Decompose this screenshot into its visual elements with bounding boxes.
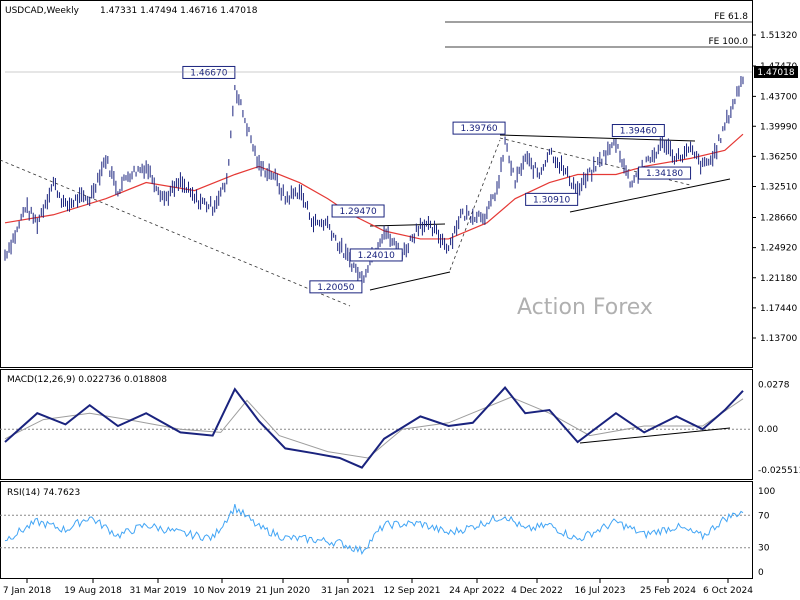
date-tick-label: 19 Aug 2018: [64, 586, 122, 596]
rsi-line: [4, 503, 744, 556]
price-label-text: 1.34180: [646, 169, 683, 179]
last-price-text: 1.47018: [757, 68, 794, 78]
price-label: 1.20050: [309, 280, 363, 294]
rsi-tick-label: 70: [758, 511, 770, 521]
trend-line-dashed-rally: [449, 139, 501, 271]
price-bars: [4, 76, 744, 284]
price-tick-label: 1.36250: [760, 152, 797, 162]
price-tick-label: 1.28660: [760, 214, 797, 224]
price-tick-label: 1.43700: [760, 92, 797, 102]
date-tick-label: 4 Dec 2022: [511, 586, 563, 596]
price-label-text: 1.30910: [533, 195, 570, 205]
price-tick-label: 1.24920: [760, 244, 797, 254]
fib-level-label: FE 61.8: [714, 12, 748, 22]
last-price-box: [754, 66, 798, 78]
fib-level-label: FE 100.0: [709, 37, 749, 47]
macd-panel: 0.0278 0.00 -0.025511: [0, 381, 800, 476]
macd-tick-label: -0.025511: [758, 466, 800, 476]
date-tick-label: 10 Nov 2019: [193, 586, 251, 596]
date-x-axis: 7 Jan 2018 19 Aug 2018 31 Mar 2019 10 Nov 2…: [3, 579, 753, 596]
rsi-panel-frame: [0, 481, 753, 579]
date-tick-label: 24 Apr 2022: [449, 586, 505, 596]
watermark-text: Action Forex: [517, 295, 653, 320]
macd-panel-frame: [0, 369, 753, 480]
macd-trend-line: [579, 427, 731, 444]
price-tick-label: 1.13700: [760, 334, 797, 344]
trend-line-upper-wedge: [369, 223, 446, 227]
price-label-text: 1.46670: [190, 68, 227, 78]
price-tick-label: 1.32510: [760, 183, 797, 193]
last-price-marker: 1.47018: [5, 66, 798, 78]
price-label: 1.30910: [525, 192, 579, 206]
trend-line-lower-channel: [569, 178, 731, 213]
trend-lines: [0, 134, 731, 307]
price-label-text: 1.39760: [460, 124, 497, 134]
price-panel-frame: [0, 0, 753, 368]
trend-line-lower-wedge: [369, 271, 451, 291]
price-label-text: 1.24010: [358, 251, 395, 261]
price-label: 1.29470: [331, 204, 385, 218]
price-label-text: 1.20050: [317, 283, 354, 293]
price-label: 1.39460: [611, 124, 665, 138]
date-tick-label: 16 Jul 2023: [575, 586, 626, 596]
macd-panel-title: MACD(12,26,9) 0.022736 0.018808: [7, 375, 167, 385]
date-tick-label: 25 Feb 2024: [640, 586, 696, 596]
date-tick-label: 21 Jun 2020: [256, 586, 310, 596]
price-label: 1.34180: [638, 166, 692, 180]
macd-line: [4, 386, 744, 469]
price-label: 1.39760: [452, 121, 506, 135]
date-tick-label: 31 Mar 2019: [129, 586, 186, 596]
rsi-tick-label: 100: [758, 487, 775, 497]
price-labels: 1.46670 1.20050 1.29470 1.24010 1.39760 1.309…: [182, 65, 692, 294]
rsi-panel-title: RSI(14) 74.7623: [7, 488, 80, 498]
price-panel-title: USDCAD,Weekly: [5, 6, 80, 16]
ohlc-readout: 1.47331 1.47494 1.46716 1.47018: [100, 6, 258, 16]
price-tick-label: 1.21180: [760, 274, 797, 284]
date-tick-label: 6 Oct 2024: [703, 586, 753, 596]
price-label: 1.46670: [182, 65, 236, 79]
macd-tick-label: 0.00: [758, 425, 778, 435]
rsi-panel: 100 70 30 0: [0, 487, 775, 578]
price-tick-label: 1.17440: [760, 304, 797, 314]
macd-tick-label: 0.0278: [758, 381, 790, 391]
date-tick-label: 12 Sep 2021: [383, 586, 440, 596]
price-tick-label: 1.51320: [760, 31, 797, 41]
price-label: 1.24010: [349, 248, 403, 262]
price-label-text: 1.29470: [339, 207, 376, 217]
price-label-text: 1.39460: [620, 127, 657, 137]
date-tick-label: 7 Jan 2018: [3, 586, 51, 596]
fib-levels: FE 61.8 FE 100.0: [445, 12, 752, 48]
trend-line-upper-channel: [499, 134, 696, 142]
price-tick-label: 1.39990: [760, 122, 797, 132]
rsi-tick-label: 30: [758, 544, 770, 554]
date-tick-label: 31 Jan 2021: [321, 586, 375, 596]
macd-signal-line: [4, 396, 744, 459]
rsi-tick-label: 0: [758, 568, 764, 578]
